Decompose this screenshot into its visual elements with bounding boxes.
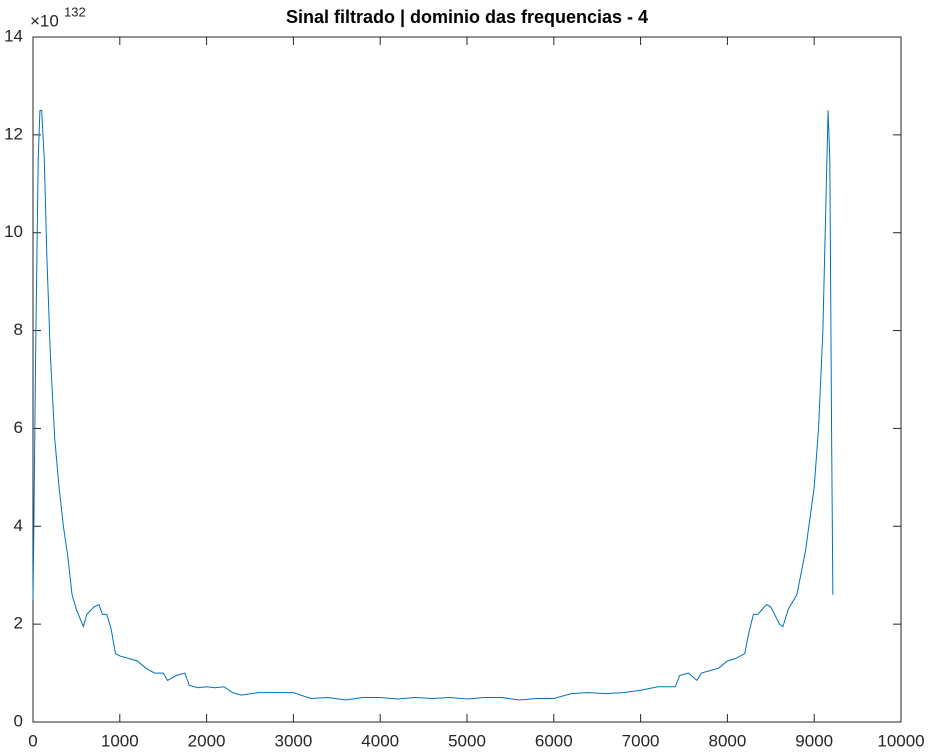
y-tick-label: 14 [4, 26, 23, 45]
x-tick-label: 5000 [448, 731, 486, 750]
x-tick-label: 9000 [795, 731, 833, 750]
y-exponent: 132 [64, 4, 86, 19]
x-tick-label: 2000 [188, 731, 226, 750]
x-tick-label: 7000 [622, 731, 660, 750]
y-tick-label: 8 [14, 320, 23, 339]
x-tick-label: 3000 [274, 731, 312, 750]
x-tick-label: 6000 [535, 731, 573, 750]
x-tick-label: 0 [28, 731, 37, 750]
x-tick-label: 8000 [708, 731, 746, 750]
x-tick-label: 4000 [361, 731, 399, 750]
x-tick-label: 10000 [877, 731, 924, 750]
chart-title: Sinal filtrado | dominio das frequencias… [286, 7, 648, 27]
y-tick-label: 12 [4, 124, 23, 143]
y-tick-label: 0 [14, 711, 23, 730]
x-tick-label: 1000 [101, 731, 139, 750]
y-tick-label: 2 [14, 614, 23, 633]
y-exponent-base: ×10 [30, 11, 59, 30]
data-line [32, 109, 834, 701]
y-tick-label: 4 [14, 516, 23, 535]
y-tick-label: 10 [4, 222, 23, 241]
y-tick-label: 6 [14, 418, 23, 437]
